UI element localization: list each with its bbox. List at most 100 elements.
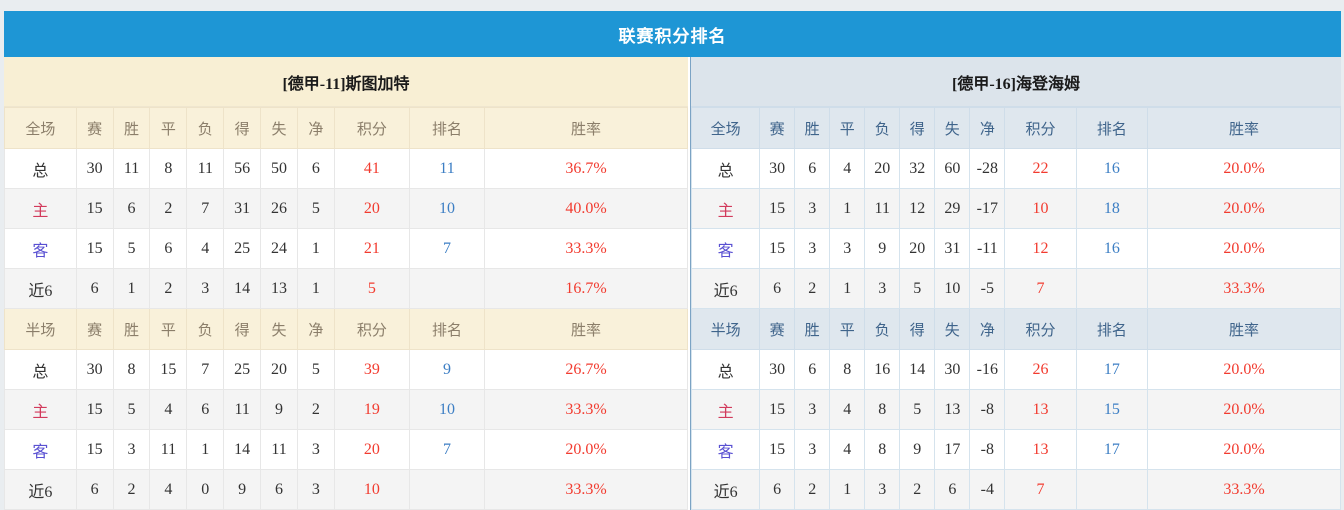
row-label: 近6 [690, 469, 761, 510]
stat-cell: 15 [75, 188, 114, 229]
stat-cell: 1 [829, 188, 866, 229]
stat-cell: 6 [296, 148, 335, 189]
win-rate-cell: 20.0% [484, 429, 688, 470]
stat-cell: 56 [223, 148, 262, 189]
stat-cell: 30 [759, 349, 796, 390]
stats-row: 总 30 8 15 7 25 20 5 39 9 26.7% [4, 349, 688, 390]
points-cell: 22 [1004, 148, 1077, 189]
rank-cell [1075, 268, 1149, 309]
stat-cell: 3 [864, 268, 901, 309]
stat-cell: 11 [260, 429, 298, 470]
win-rate-cell: 36.7% [484, 148, 688, 189]
column-header: 得 [899, 308, 936, 350]
points-cell: 12 [1004, 228, 1077, 269]
stat-cell: 9 [260, 389, 298, 430]
column-header: 失 [934, 107, 971, 149]
stat-cell: 6 [75, 469, 114, 510]
rank-cell: 10 [408, 188, 486, 229]
stat-cell: 7 [186, 188, 225, 229]
stat-cell: 6 [759, 268, 796, 309]
rank-cell: 7 [408, 429, 486, 470]
win-rate-cell: 20.0% [1147, 389, 1341, 430]
row-label: 总 [690, 148, 761, 189]
stats-row: 近6 6 2 4 0 9 6 3 10 33.3% [4, 469, 688, 510]
stat-cell: 26 [260, 188, 298, 229]
row-label: 客 [4, 429, 77, 470]
column-header: 失 [934, 308, 971, 350]
row-label: 客 [690, 429, 761, 470]
stat-cell: 30 [75, 148, 114, 189]
points-cell: 10 [1004, 188, 1077, 229]
stat-cell: 1 [186, 429, 225, 470]
stats-row: 近6 6 2 1 3 2 6 -4 7 33.3% [690, 469, 1341, 510]
stats-row: 客 15 5 6 4 25 24 1 21 7 33.3% [4, 228, 688, 269]
stat-cell: 25 [223, 349, 262, 390]
stats-row: 主 15 6 2 7 31 26 5 20 10 40.0% [4, 188, 688, 229]
stat-cell: 17 [934, 429, 971, 470]
stat-cell: 15 [759, 429, 796, 470]
rank-cell: 16 [1075, 228, 1149, 269]
win-rate-cell: 26.7% [484, 349, 688, 390]
stat-cell: 6 [149, 228, 188, 269]
team-panel-right: [德甲-16]海登海姆 全场赛胜平负得失净积分 排名 胜率总 30 6 4 20 32 60 -2… [690, 57, 1341, 510]
scope-header: 半场 [4, 308, 77, 350]
column-header: 赛 [75, 308, 114, 350]
column-header: 平 [829, 308, 866, 350]
stat-cell: 13 [260, 268, 298, 309]
column-header: 积分 [1004, 308, 1077, 350]
column-header: 净 [969, 308, 1006, 350]
stat-cell: 8 [829, 349, 866, 390]
rank-cell: 11 [408, 148, 486, 189]
win-rate-cell: 33.3% [484, 389, 688, 430]
win-rate-cell: 33.3% [484, 228, 688, 269]
stat-cell: 8 [149, 148, 188, 189]
rank-cell [408, 469, 486, 510]
stat-cell: 20 [260, 349, 298, 390]
points-cell: 13 [1004, 389, 1077, 430]
column-header: 胜率 [1147, 308, 1341, 350]
stat-cell: 3 [794, 389, 831, 430]
team-name-left: [德甲-11]斯图加特 [4, 57, 688, 107]
stat-cell: 6 [794, 148, 831, 189]
win-rate-cell: 20.0% [1147, 148, 1341, 189]
row-label: 总 [690, 349, 761, 390]
column-header: 赛 [759, 308, 796, 350]
page-title: 联赛积分排名 [4, 11, 1341, 57]
points-cell: 10 [333, 469, 410, 510]
column-header: 胜 [794, 107, 831, 149]
stat-cell: -28 [969, 148, 1006, 189]
scope-header: 全场 [4, 107, 77, 149]
row-label: 总 [4, 148, 77, 189]
column-header: 胜 [794, 308, 831, 350]
column-header: 负 [186, 107, 225, 149]
rank-cell: 17 [1075, 429, 1149, 470]
stat-cell: 4 [149, 389, 188, 430]
stat-cell: 30 [934, 349, 971, 390]
points-cell: 21 [333, 228, 410, 269]
stat-cell: 15 [75, 389, 114, 430]
column-header: 失 [260, 107, 298, 149]
stat-cell: 6 [186, 389, 225, 430]
stat-cell: 15 [75, 429, 114, 470]
stat-cell: 2 [149, 268, 188, 309]
stat-cell: 2 [899, 469, 936, 510]
stat-cell: 3 [186, 268, 225, 309]
points-cell: 7 [1004, 469, 1077, 510]
stats-row: 近6 6 1 2 3 14 13 1 5 16.7% [4, 268, 688, 309]
row-label: 近6 [4, 268, 77, 309]
section-header-row: 半场赛胜平负得失净积分 排名 胜率 [690, 308, 1341, 350]
stat-cell: 5 [899, 268, 936, 309]
stat-cell: 16 [864, 349, 901, 390]
stat-cell: 5 [112, 228, 151, 269]
row-label: 主 [690, 188, 761, 229]
stat-cell: 3 [296, 469, 335, 510]
row-label: 客 [4, 228, 77, 269]
stat-cell: -8 [969, 429, 1006, 470]
stat-cell: 30 [75, 349, 114, 390]
column-header: 负 [864, 107, 901, 149]
stats-row: 总 30 11 8 11 56 50 6 41 11 36.7% [4, 148, 688, 189]
column-header: 胜 [112, 308, 151, 350]
points-cell: 5 [333, 268, 410, 309]
section-header-row: 全场赛胜平负得失净积分 排名 胜率 [690, 107, 1341, 149]
win-rate-cell: 33.3% [1147, 268, 1341, 309]
